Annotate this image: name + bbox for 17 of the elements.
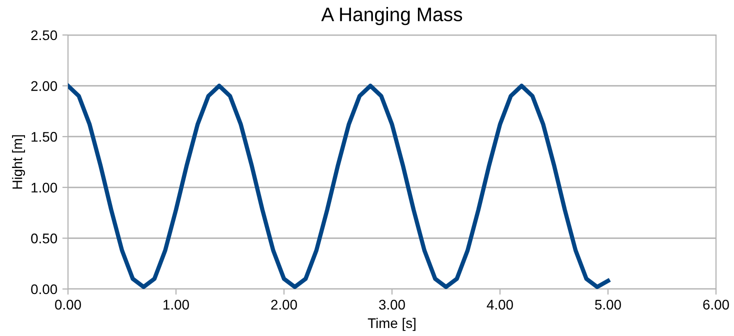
x-tick-label: 0.00 xyxy=(55,300,81,310)
x-tick-label: 1.00 xyxy=(164,300,189,310)
x-tick-label: 4.00 xyxy=(486,300,513,310)
y-tick-label: 1.00 xyxy=(32,182,58,193)
x-tick-label: 5.00 xyxy=(595,300,621,310)
line-series xyxy=(68,84,610,289)
y-tick-label: 0.50 xyxy=(31,234,58,244)
x-tick-label: 3.00 xyxy=(379,300,405,310)
y-tick-label: 2.00 xyxy=(31,81,58,91)
x-tick-label: 2.00 xyxy=(271,300,297,310)
y-axis-title: Hight [m] xyxy=(12,135,25,189)
chart-title: A Hanging Mass xyxy=(321,7,462,26)
x-axis-title: Time [s] xyxy=(368,318,416,331)
y-tick-label: 2.50 xyxy=(31,30,58,40)
y-tick-label: 1.50 xyxy=(32,132,58,142)
x-tick-label: 6.00 xyxy=(703,300,729,310)
y-tick-label: 0.00 xyxy=(31,284,58,294)
